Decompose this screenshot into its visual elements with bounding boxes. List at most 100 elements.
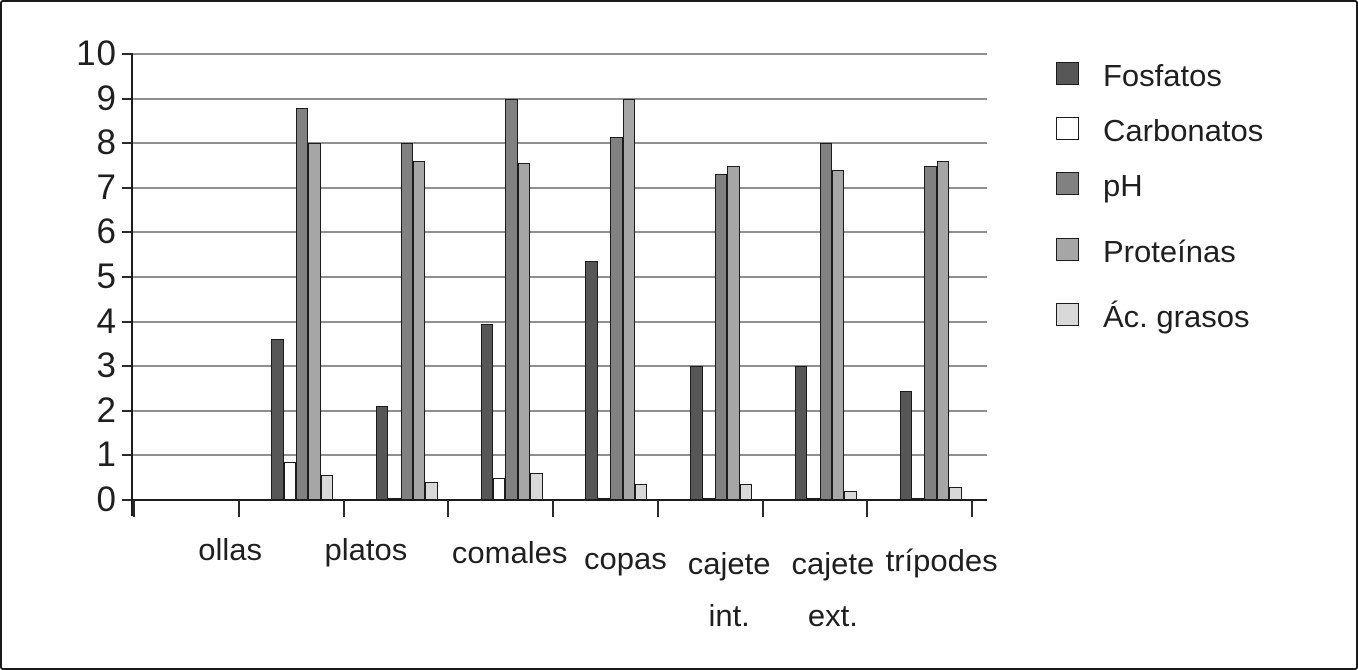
legend-swatch: [1056, 238, 1079, 261]
y-axis-tick-label: 3: [96, 346, 117, 386]
y-axis-tick: [122, 365, 133, 368]
bar-prote-nas-4: [727, 165, 740, 500]
x-category-label-line: cajete: [791, 546, 875, 581]
x-category-label: copas: [584, 533, 667, 585]
x-axis-tick: [971, 500, 973, 517]
y-axis-tick-label: 7: [96, 167, 117, 207]
bar-fosfatos-3: [585, 261, 598, 500]
bar-ph-4: [714, 174, 728, 500]
bar-carbonatos-0: [283, 462, 296, 500]
x-category-label-line: copas: [584, 541, 667, 576]
bar-fosfatos-4: [690, 366, 703, 500]
bar-ph-6: [924, 165, 937, 500]
bar--c-grasos-1: [425, 482, 438, 500]
plot-area: 0 1 2 3 4 5 6 7 8 9 10 ollas platos comales copas cajet…: [2, 2, 1032, 668]
bar--c-grasos-0: [320, 475, 334, 500]
y-axis-tick: [122, 142, 133, 145]
x-category-label-line: cajete: [687, 546, 771, 581]
legend-swatch: [1056, 62, 1079, 85]
bar-fosfatos-5: [794, 366, 808, 500]
bar-ph-2: [505, 98, 518, 500]
x-category-label-line: comales: [451, 535, 568, 570]
legend-swatch: [1056, 117, 1079, 140]
bar-carbonatos-5: [807, 497, 820, 500]
y-axis-tick-label: 9: [96, 78, 117, 118]
bar-prote-nas-0: [308, 143, 321, 500]
y-axis-tick: [122, 409, 133, 412]
y-axis-tick-label: 0: [96, 480, 117, 519]
x-category-label: cajete ext.: [792, 538, 875, 642]
legend-label: Carbonatos: [1103, 113, 1264, 148]
x-category-label-line: ext.: [807, 598, 858, 633]
x-axis-tick: [761, 500, 764, 517]
legend-swatch: [1056, 303, 1079, 326]
legend-swatch: [1056, 172, 1079, 195]
bar--c-grasos-5: [844, 491, 857, 500]
bar-fosfatos-2: [480, 323, 494, 500]
legend-label: pH: [1103, 168, 1143, 203]
bar--c-grasos-6: [949, 486, 962, 500]
x-axis-tick: [342, 500, 345, 517]
y-axis-tick-label: 6: [96, 212, 117, 252]
gridline: [133, 276, 987, 278]
bar-ph-0: [295, 107, 309, 500]
bar-prote-nas-3: [622, 98, 635, 500]
y-axis-tick: [122, 454, 133, 457]
x-category-label-line: trípodes: [885, 543, 998, 578]
y-axis-tick: [122, 186, 133, 189]
bar--c-grasos-4: [739, 484, 753, 500]
y-axis-tick: [122, 53, 133, 55]
y-axis-tick: [122, 320, 133, 323]
bar-fosfatos-1: [375, 406, 389, 500]
y-axis-tick-label: 2: [96, 390, 117, 430]
x-category-label: comales: [452, 527, 567, 579]
gridline: [133, 53, 987, 55]
x-category-label: cajete int.: [688, 538, 771, 642]
y-axis-tick-label: 8: [96, 123, 117, 163]
y-axis-tick: [122, 97, 133, 100]
x-category-label: trípodes: [886, 535, 998, 587]
x-axis-tick: [552, 500, 554, 517]
x-category-label: ollas: [198, 524, 262, 576]
y-axis-tick: [122, 276, 133, 278]
gridline: [133, 320, 987, 323]
x-axis-tick: [447, 500, 450, 517]
gridline: [133, 97, 987, 100]
bar-carbonatos-2: [493, 477, 506, 500]
y-axis-tick: [122, 231, 133, 234]
bar-prote-nas-5: [832, 169, 845, 500]
x-category-label-line: platos: [324, 532, 408, 567]
y-axis-tick-label: 4: [96, 301, 117, 341]
bar--c-grasos-3: [634, 484, 648, 500]
x-axis-line: [131, 499, 987, 501]
y-axis-tick-label: 10: [76, 34, 117, 73]
gridline: [133, 409, 987, 412]
legend-label: Fosfatos: [1103, 58, 1222, 93]
bar-carbonatos-3: [597, 497, 611, 500]
legend-label: Proteínas: [1103, 234, 1236, 269]
x-category-label: platos: [325, 524, 408, 576]
gridline: [133, 142, 987, 145]
bar-prote-nas-2: [517, 163, 531, 500]
x-axis-tick: [237, 500, 240, 517]
legend-label: Ác. grasos: [1103, 299, 1250, 334]
bar-prote-nas-1: [413, 161, 426, 500]
chart-legend: Fosfatos Carbonatos pH Proteínas Ác. grasos: [1042, 2, 1352, 402]
bar--c-grasos-2: [530, 473, 543, 500]
x-axis-tick: [133, 500, 135, 517]
bar-fosfatos-0: [271, 339, 284, 500]
y-axis-line: [131, 54, 133, 516]
bar-carbonatos-4: [702, 497, 715, 500]
y-axis-tick-label: 5: [96, 257, 117, 296]
bar-ph-5: [819, 143, 833, 500]
x-category-label-line: ollas: [198, 532, 263, 567]
bar-carbonatos-6: [912, 497, 925, 500]
gridline: [133, 231, 987, 234]
x-axis-tick: [656, 500, 659, 517]
gridline: [133, 454, 987, 457]
gridline: [133, 186, 987, 189]
x-category-label-line: int.: [708, 598, 750, 633]
y-axis-tick-label: 1: [96, 435, 117, 475]
bar-ph-1: [400, 143, 414, 500]
